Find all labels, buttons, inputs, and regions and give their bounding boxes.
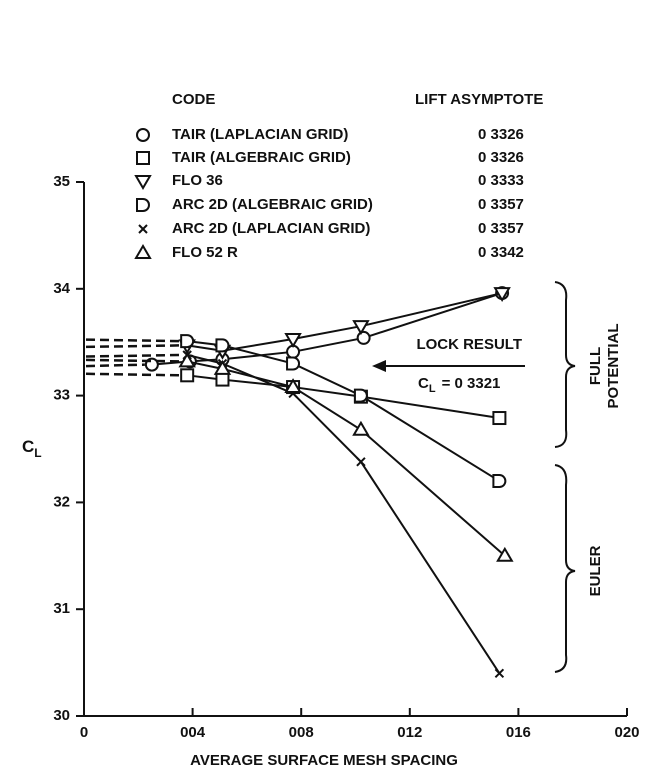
legend-asymptote: 0 3357 [478, 220, 524, 237]
legend-label: ARC 2D (LAPLACIAN GRID) [172, 220, 370, 237]
marker [284, 332, 302, 348]
legend-label: FLO 52 R [172, 244, 238, 261]
extrapolation [85, 358, 181, 363]
legend-marker [134, 244, 152, 259]
y-tick-label: 31 [53, 600, 70, 617]
line [151, 292, 503, 366]
marker [352, 420, 370, 436]
extrapolation [85, 372, 181, 377]
marker [356, 330, 371, 345]
legend-marker [136, 128, 150, 142]
annotation: LOCK RESULT [416, 336, 522, 353]
x-tick-label: 012 [397, 724, 422, 741]
y-tick-label: 32 [53, 493, 70, 510]
marker [215, 372, 230, 387]
marker [286, 356, 301, 371]
legend-label: TAIR (ALGEBRAIC GRID) [172, 149, 351, 166]
legend-marker [136, 151, 150, 165]
x-tick-label: 004 [180, 724, 206, 741]
extrapolation [85, 353, 181, 358]
y-tick-label: 35 [53, 173, 70, 190]
extrapolation [85, 363, 145, 368]
y-tick-label: 33 [53, 387, 70, 404]
marker [180, 368, 195, 383]
legend-header: CODE [172, 91, 215, 108]
legend-marker [136, 198, 150, 212]
marker [180, 334, 195, 349]
extrapolation [85, 344, 181, 349]
legend-asymptote: 0 3326 [478, 149, 524, 166]
marker [215, 338, 230, 353]
marker [494, 668, 505, 678]
legend-marker [138, 224, 148, 234]
annotation: POTENTIAL [605, 324, 622, 409]
annotation: FULL [587, 347, 604, 385]
arrow-head [372, 360, 386, 372]
marker [492, 411, 507, 426]
legend-header: LIFT ASYMPTOTE [415, 91, 543, 108]
brace [554, 464, 576, 673]
legend-asymptote: 0 3333 [478, 172, 524, 189]
legend-asymptote: 0 3342 [478, 244, 524, 261]
legend-asymptote: 0 3326 [478, 126, 524, 143]
marker [356, 457, 366, 467]
brace [554, 281, 576, 448]
marker [353, 388, 368, 403]
marker [284, 378, 302, 394]
legend-label: TAIR (LAPLACIAN GRID) [172, 126, 348, 143]
marker [492, 474, 507, 489]
marker [178, 352, 196, 368]
marker [493, 287, 511, 303]
x-tick-label: 016 [506, 724, 531, 741]
legend-marker [134, 175, 152, 190]
marker [496, 546, 514, 562]
x-tick-label: 020 [614, 724, 639, 741]
marker [213, 359, 232, 375]
extrapolation [85, 338, 181, 343]
legend-asymptote: 0 3357 [478, 196, 524, 213]
y-axis-label: CL [22, 437, 42, 460]
annotation: CL = 0 3321 [418, 375, 500, 395]
x-tick-label: 008 [289, 724, 314, 741]
annotation: EULER [587, 545, 604, 596]
y-tick-label: 34 [53, 280, 70, 297]
legend-label: FLO 36 [172, 172, 223, 189]
line [186, 354, 501, 674]
y-tick-label: 30 [53, 707, 70, 724]
x-axis-label: AVERAGE SURFACE MESH SPACING [190, 752, 458, 769]
marker [352, 320, 370, 336]
legend-label: ARC 2D (ALGEBRAIC GRID) [172, 196, 373, 213]
x-tick-label: 0 [80, 724, 88, 741]
